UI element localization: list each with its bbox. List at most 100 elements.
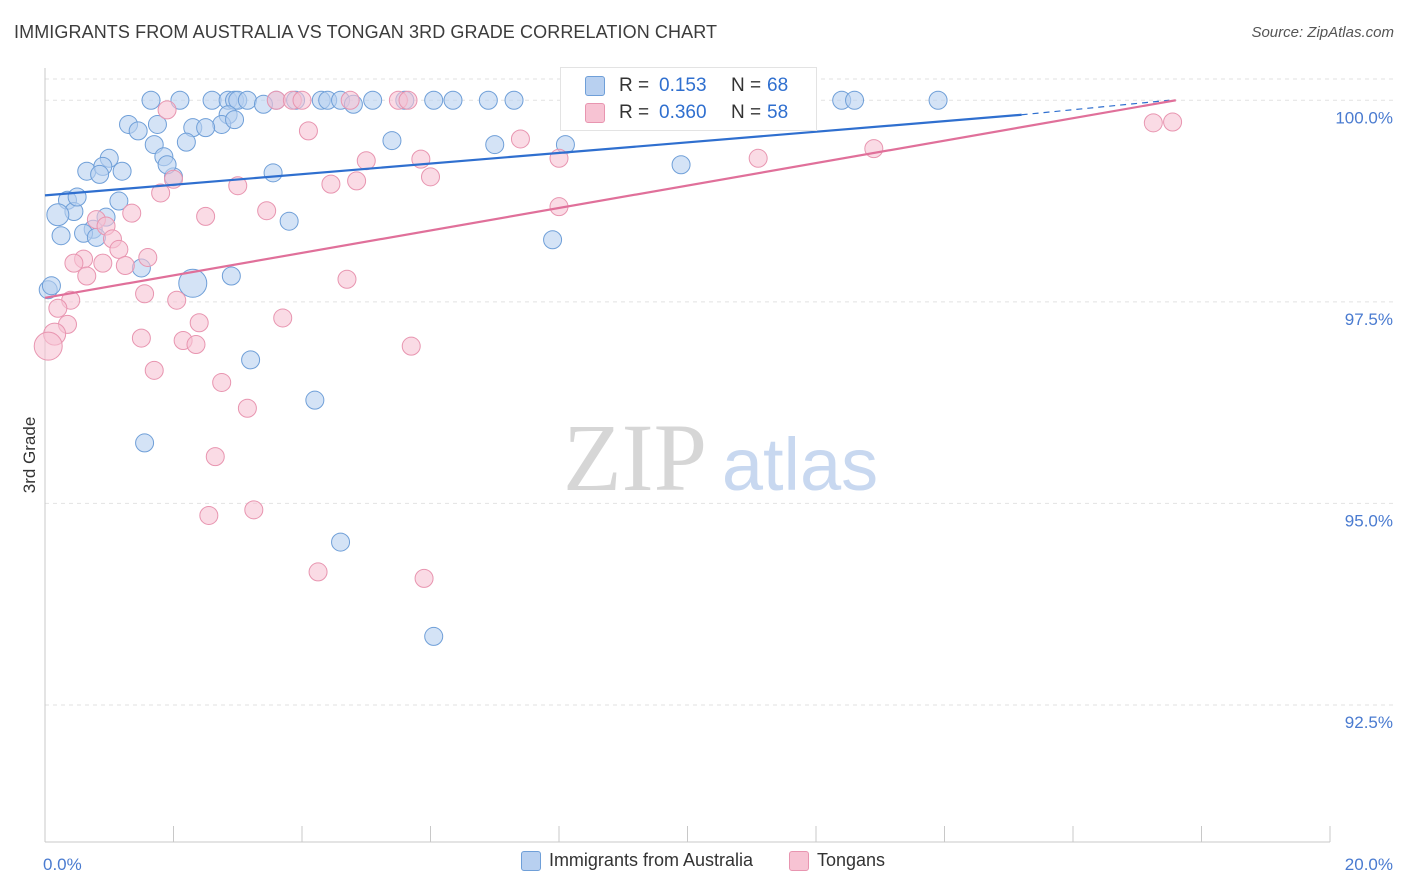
point-tongans — [135, 284, 155, 304]
point-tongans — [1163, 112, 1183, 132]
grid-layer — [45, 78, 1395, 706]
point-australia — [443, 90, 463, 110]
trend-line-australia — [44, 113, 1022, 197]
point-australia — [845, 90, 865, 110]
point-tongans — [273, 308, 293, 328]
point-australia — [46, 203, 70, 227]
trend-line-australia-extension — [1021, 99, 1170, 116]
trend-layer — [44, 99, 1176, 299]
point-australia — [225, 110, 245, 130]
point-australia — [331, 532, 351, 552]
point-australia — [241, 350, 261, 370]
point-australia — [382, 131, 402, 151]
point-tongans — [292, 90, 312, 110]
point-australia — [504, 90, 524, 110]
axis-layer: 92.5% 95.0% 97.5% 100.0% 0.0% 20.0% — [43, 68, 1393, 874]
legend-swatch-blue — [520, 850, 541, 871]
point-tongans — [48, 298, 68, 318]
point-australia — [112, 161, 132, 181]
legend-swatch-pink — [789, 850, 809, 871]
point-tongans — [510, 129, 530, 149]
source-label: Source: ZipAtlas.com — [1251, 24, 1394, 41]
point-australia — [363, 90, 383, 110]
point-australia — [424, 90, 444, 110]
stats-r-value: 0.360 — [659, 102, 707, 123]
watermark: ZIP atlas — [563, 404, 878, 511]
point-tongans — [115, 256, 135, 276]
point-australia — [90, 164, 110, 184]
stats-n-label: N = — [731, 75, 762, 96]
point-tongans — [186, 335, 206, 355]
point-australia — [424, 626, 444, 646]
point-tongans — [138, 247, 158, 267]
point-australia — [147, 114, 167, 134]
point-australia — [109, 191, 129, 211]
point-tongans — [266, 90, 286, 110]
point-tongans — [748, 148, 768, 168]
point-tongans — [151, 183, 171, 203]
point-australia — [543, 230, 563, 250]
point-australia — [237, 90, 257, 110]
point-tongans — [340, 90, 360, 110]
point-tongans — [414, 568, 434, 588]
point-tongans — [347, 171, 367, 191]
point-tongans — [131, 328, 151, 348]
point-australia — [176, 132, 196, 152]
point-australia — [51, 226, 71, 246]
trend-line-tongans — [44, 99, 1176, 299]
point-australia — [202, 90, 222, 110]
point-tongans — [308, 562, 328, 582]
y-tick-label: 100.0% — [1335, 108, 1393, 127]
point-tongans — [167, 290, 187, 310]
y-tick-label: 95.0% — [1345, 511, 1393, 530]
stats-r-label: R = — [619, 75, 650, 96]
stats-n-value: 68 — [767, 75, 789, 96]
point-australia — [178, 268, 208, 298]
x-tick-label: 0.0% — [43, 855, 82, 874]
point-australia — [928, 90, 948, 110]
point-australia — [305, 390, 325, 410]
point-tongans — [421, 167, 440, 187]
point-tongans — [401, 336, 421, 356]
point-australia — [263, 163, 283, 183]
point-australia — [485, 135, 505, 155]
point-tongans — [212, 372, 232, 392]
stats-r-label: R = — [619, 102, 650, 123]
point-tongans — [1143, 113, 1163, 133]
point-australia — [41, 276, 61, 296]
point-tongans — [157, 100, 177, 120]
point-tongans — [237, 398, 257, 418]
legend-item-australia[interactable]: Immigrants from Australia — [520, 850, 753, 871]
point-tongans — [321, 174, 341, 194]
stats-box: R = 0.153 N = 68 R = 0.360 N = 58 — [560, 67, 817, 131]
y-tick-label: 97.5% — [1345, 310, 1393, 329]
point-tongans — [189, 313, 209, 333]
point-tongans — [199, 505, 219, 525]
point-australia — [128, 121, 148, 141]
point-tongans — [93, 253, 113, 273]
stats-swatch-pink — [585, 103, 605, 123]
point-australia — [221, 266, 241, 286]
point-australia — [279, 211, 299, 231]
point-tongans — [244, 500, 264, 520]
point-australia — [478, 90, 498, 110]
y-axis-label: 3rd Grade — [20, 417, 39, 494]
point-tongans — [257, 201, 277, 221]
point-australia — [135, 433, 155, 453]
stats-n-value: 58 — [767, 102, 789, 123]
chart-legend: Immigrants from Australia Tongans — [0, 850, 1406, 871]
point-tongans — [337, 269, 357, 289]
points-layer — [33, 90, 1183, 646]
stats-swatch-blue — [585, 76, 605, 96]
point-australia — [141, 90, 161, 110]
point-tongans — [298, 121, 318, 141]
chart-title: IMMIGRANTS FROM AUSTRALIA VS TONGAN 3RD … — [14, 22, 718, 42]
point-tongans — [77, 266, 97, 286]
point-tongans — [205, 447, 225, 467]
watermark-zip: ZIP — [563, 404, 707, 511]
point-tongans — [398, 90, 418, 110]
point-tongans — [109, 239, 129, 259]
legend-item-tongans[interactable]: Tongans — [789, 850, 885, 871]
point-tongans — [64, 253, 84, 273]
watermark-atlas: atlas — [722, 423, 878, 506]
